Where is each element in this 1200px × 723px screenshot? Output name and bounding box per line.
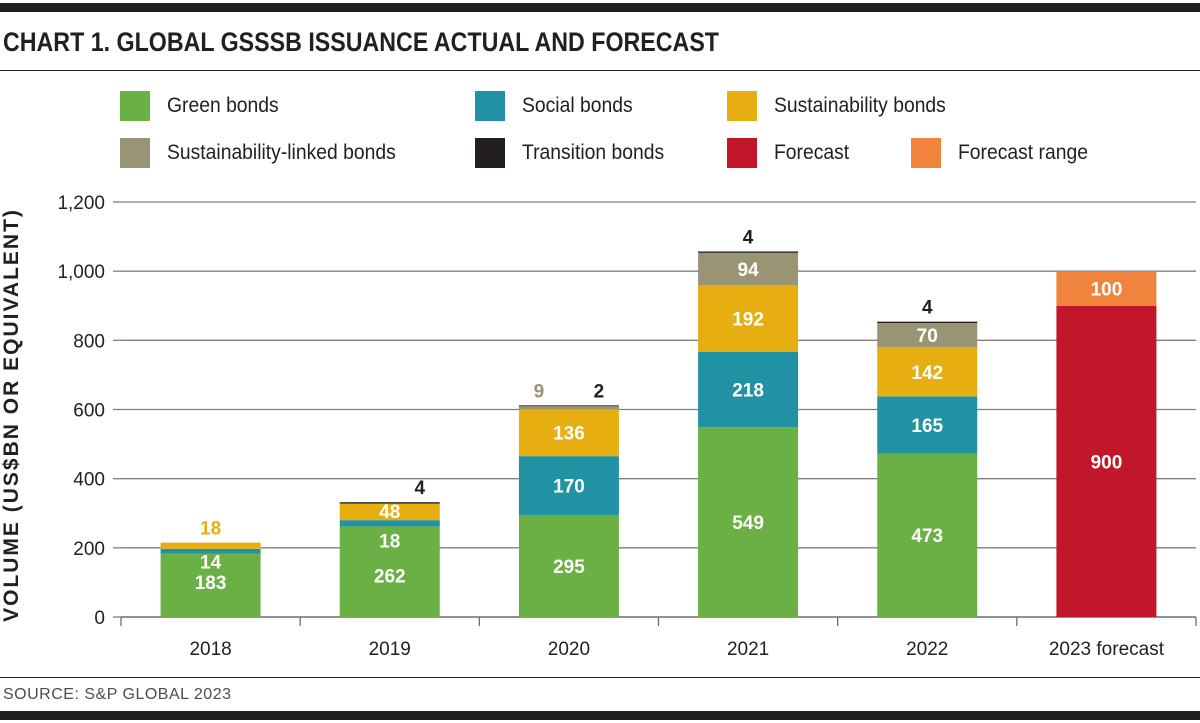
bar-segment-green-bonds — [518, 514, 619, 617]
data-label: 4 — [743, 227, 754, 248]
data-label: 142 — [911, 363, 943, 384]
source-divider — [0, 677, 1200, 678]
bar-segment-transition-bonds — [877, 321, 978, 324]
legend-label: Forecast range — [958, 141, 1088, 164]
data-label: 473 — [911, 526, 943, 547]
chart-title: CHART 1. GLOBAL GSSSB ISSUANCE ACTUAL AN… — [3, 27, 719, 57]
y-tick-label: 1,000 — [57, 262, 105, 283]
x-tick-label: 2019 — [369, 639, 411, 660]
bar-segment-sustainability-linked-bonds — [877, 323, 978, 348]
y-tick-label: 600 — [73, 401, 105, 422]
legend-item-transition-bonds: Transition bonds — [475, 138, 676, 168]
data-label: 165 — [911, 416, 943, 437]
legend-item-sustainability-linked-bonds: Sustainability-linked bonds — [120, 138, 416, 168]
legend-item-forecast: Forecast — [727, 138, 856, 168]
data-label: 183 — [195, 573, 227, 594]
x-tick-label: 2020 — [548, 639, 590, 660]
bar-segment-green-bonds — [698, 427, 799, 617]
y-tick-label: 400 — [73, 470, 105, 491]
bar-segment-transition-bonds — [518, 405, 619, 407]
data-label: 18 — [379, 531, 400, 552]
bottom-rule-bar — [0, 711, 1200, 720]
data-label: 170 — [553, 477, 585, 498]
legend-swatch — [120, 138, 150, 168]
legend-label: Sustainability-linked bonds — [167, 141, 396, 164]
legend-label: Sustainability bonds — [774, 94, 946, 117]
data-label: 2 — [594, 381, 605, 402]
legend-label: Social bonds — [522, 94, 633, 117]
legend-swatch — [120, 91, 150, 121]
legend-item-forecast-range: Forecast range — [911, 138, 1099, 168]
data-label: 100 — [1091, 279, 1123, 300]
source-note: SOURCE: S&P GLOBAL 2023 — [3, 686, 232, 703]
bar-segment-transition-bonds — [339, 502, 440, 504]
bar-segment-green-bonds — [160, 553, 261, 617]
data-label: 218 — [732, 380, 764, 401]
legend-item-social-bonds: Social bonds — [475, 91, 642, 121]
bar-segment-sustainability-bonds — [698, 285, 799, 352]
bar-segment-green-bonds — [877, 453, 978, 617]
bar-segment-sustainability-bonds — [877, 347, 978, 397]
bar-segment-green-bonds — [339, 526, 440, 617]
bar-segment-sustainability-linked-bonds — [698, 252, 799, 286]
data-label: 192 — [732, 310, 764, 331]
data-label: 4 — [414, 478, 425, 499]
y-tick-label: 200 — [73, 539, 105, 560]
bar-segment-transition-bonds — [698, 251, 799, 253]
title-divider — [0, 70, 1200, 71]
bar-segment-social-bonds — [339, 520, 440, 527]
bar-segment-social-bonds — [518, 456, 619, 515]
bar-segment-forecast-range — [1056, 271, 1157, 306]
data-label: 70 — [917, 326, 938, 347]
legend-swatch — [727, 91, 757, 121]
y-tick-label: 800 — [73, 331, 105, 352]
data-label: 900 — [1091, 452, 1123, 473]
x-tick-label: 2021 — [727, 639, 769, 660]
legend-swatch — [727, 138, 757, 168]
data-label: 295 — [553, 557, 585, 578]
bar-segment-social-bonds — [698, 351, 799, 428]
bar-segment-sustainability-bonds — [160, 542, 261, 549]
bar-segment-social-bonds — [877, 396, 978, 454]
bar-segment-forecast — [1056, 305, 1157, 617]
legend-label: Forecast — [774, 141, 850, 164]
bar-segment-sustainability-linked-bonds — [518, 406, 619, 410]
x-tick-label: 2022 — [906, 639, 948, 660]
data-label: 18 — [200, 519, 221, 540]
bar-segment-social-bonds — [160, 548, 261, 554]
data-label: 14 — [200, 553, 222, 574]
y-tick-label: 1,200 — [57, 193, 105, 214]
data-label: 136 — [553, 424, 585, 445]
legend-swatch — [475, 138, 505, 168]
legend-item-green-bonds: Green bonds — [120, 91, 288, 121]
top-rule-bar — [0, 3, 1200, 12]
data-label: 9 — [534, 381, 545, 402]
legend-label: Green bonds — [167, 94, 279, 117]
x-tick-label: 2023 forecast — [1049, 639, 1165, 660]
legend-item-sustainability-bonds: Sustainability bonds — [727, 91, 961, 121]
data-label: 94 — [738, 260, 760, 281]
legend-swatch — [475, 91, 505, 121]
bar-segment-sustainability-bonds — [339, 503, 440, 521]
data-label: 262 — [374, 567, 406, 588]
bar-segment-sustainability-bonds — [518, 409, 619, 457]
data-label: 4 — [922, 298, 933, 319]
x-tick-label: 2018 — [189, 639, 231, 660]
data-label: 48 — [379, 502, 400, 523]
legend-label: Transition bonds — [522, 141, 665, 164]
legend-swatch — [911, 138, 941, 168]
data-label: 549 — [732, 513, 764, 534]
y-tick-label: 0 — [94, 608, 105, 629]
